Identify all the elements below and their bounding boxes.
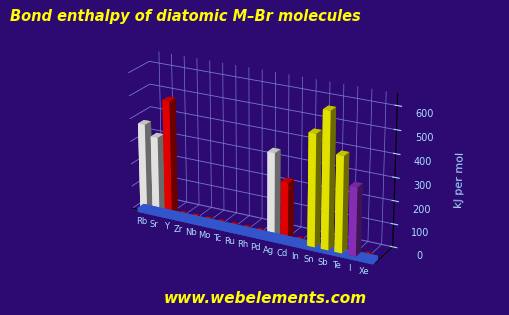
Text: www.webelements.com: www.webelements.com: [163, 290, 366, 306]
Text: Bond enthalpy of diatomic M–Br molecules: Bond enthalpy of diatomic M–Br molecules: [10, 9, 360, 25]
